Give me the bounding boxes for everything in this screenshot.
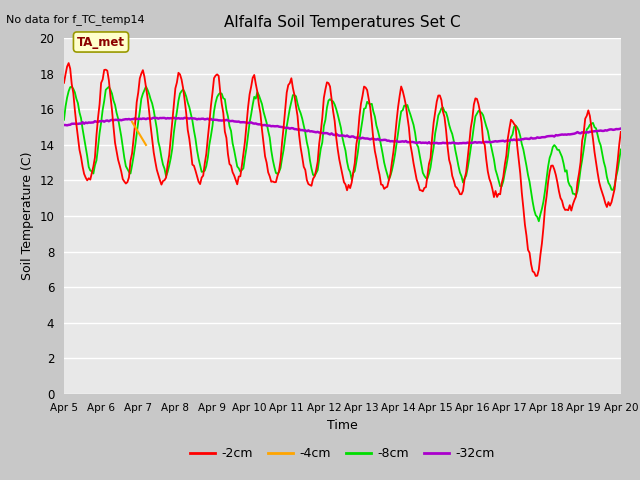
Legend: -2cm, -4cm, -8cm, -32cm: -2cm, -4cm, -8cm, -32cm	[186, 443, 499, 466]
X-axis label: Time: Time	[327, 419, 358, 432]
Text: TA_met: TA_met	[77, 36, 125, 48]
Text: No data for f_TC_temp14: No data for f_TC_temp14	[6, 14, 145, 25]
Y-axis label: Soil Temperature (C): Soil Temperature (C)	[20, 152, 34, 280]
Title: Alfalfa Soil Temperatures Set C: Alfalfa Soil Temperatures Set C	[224, 15, 461, 30]
